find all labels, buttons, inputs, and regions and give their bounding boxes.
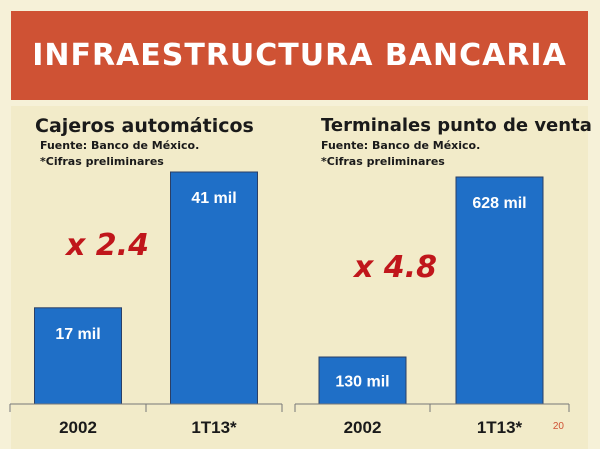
footnote-terminales: *Cifras preliminares — [321, 155, 445, 168]
category-label: 1T13* — [477, 418, 523, 437]
chart-terminales: 130 mil 2002 628 mil 1T13* — [294, 176, 570, 437]
chart-cajeros: 17 mil 2002 41 mil 1T13* — [9, 171, 283, 437]
category-label: 2002 — [59, 418, 97, 437]
bar-1T13* — [455, 176, 544, 405]
multiplier-terminales: x 4.8 — [354, 250, 437, 285]
multiplier-cajeros: x 2.4 — [66, 228, 149, 263]
bar-value-label: 17 mil — [55, 326, 100, 343]
page-number: 20 — [552, 421, 564, 432]
footnote-cajeros: *Cifras preliminares — [40, 155, 164, 168]
slide-title-bar: INFRAESTRUCTURA BANCARIA — [11, 11, 588, 100]
bar-value-label: 628 mil — [472, 195, 526, 212]
bar-value-label: 41 mil — [191, 190, 236, 207]
category-label: 2002 — [344, 418, 382, 437]
chart-title-terminales: Terminales punto de venta — [321, 115, 592, 136]
slide-title: INFRAESTRUCTURA BANCARIA — [32, 38, 567, 73]
chart-title-cajeros: Cajeros automáticos — [35, 115, 254, 137]
bar-2002 — [34, 307, 122, 405]
source-note-terminales: Fuente: Banco de México. — [321, 139, 481, 152]
bar-value-label: 130 mil — [335, 374, 389, 391]
bar-2002 — [318, 356, 407, 405]
source-note-cajeros: Fuente: Banco de México. — [40, 139, 200, 152]
bar-1T13* — [170, 171, 258, 405]
category-label: 1T13* — [191, 418, 237, 437]
